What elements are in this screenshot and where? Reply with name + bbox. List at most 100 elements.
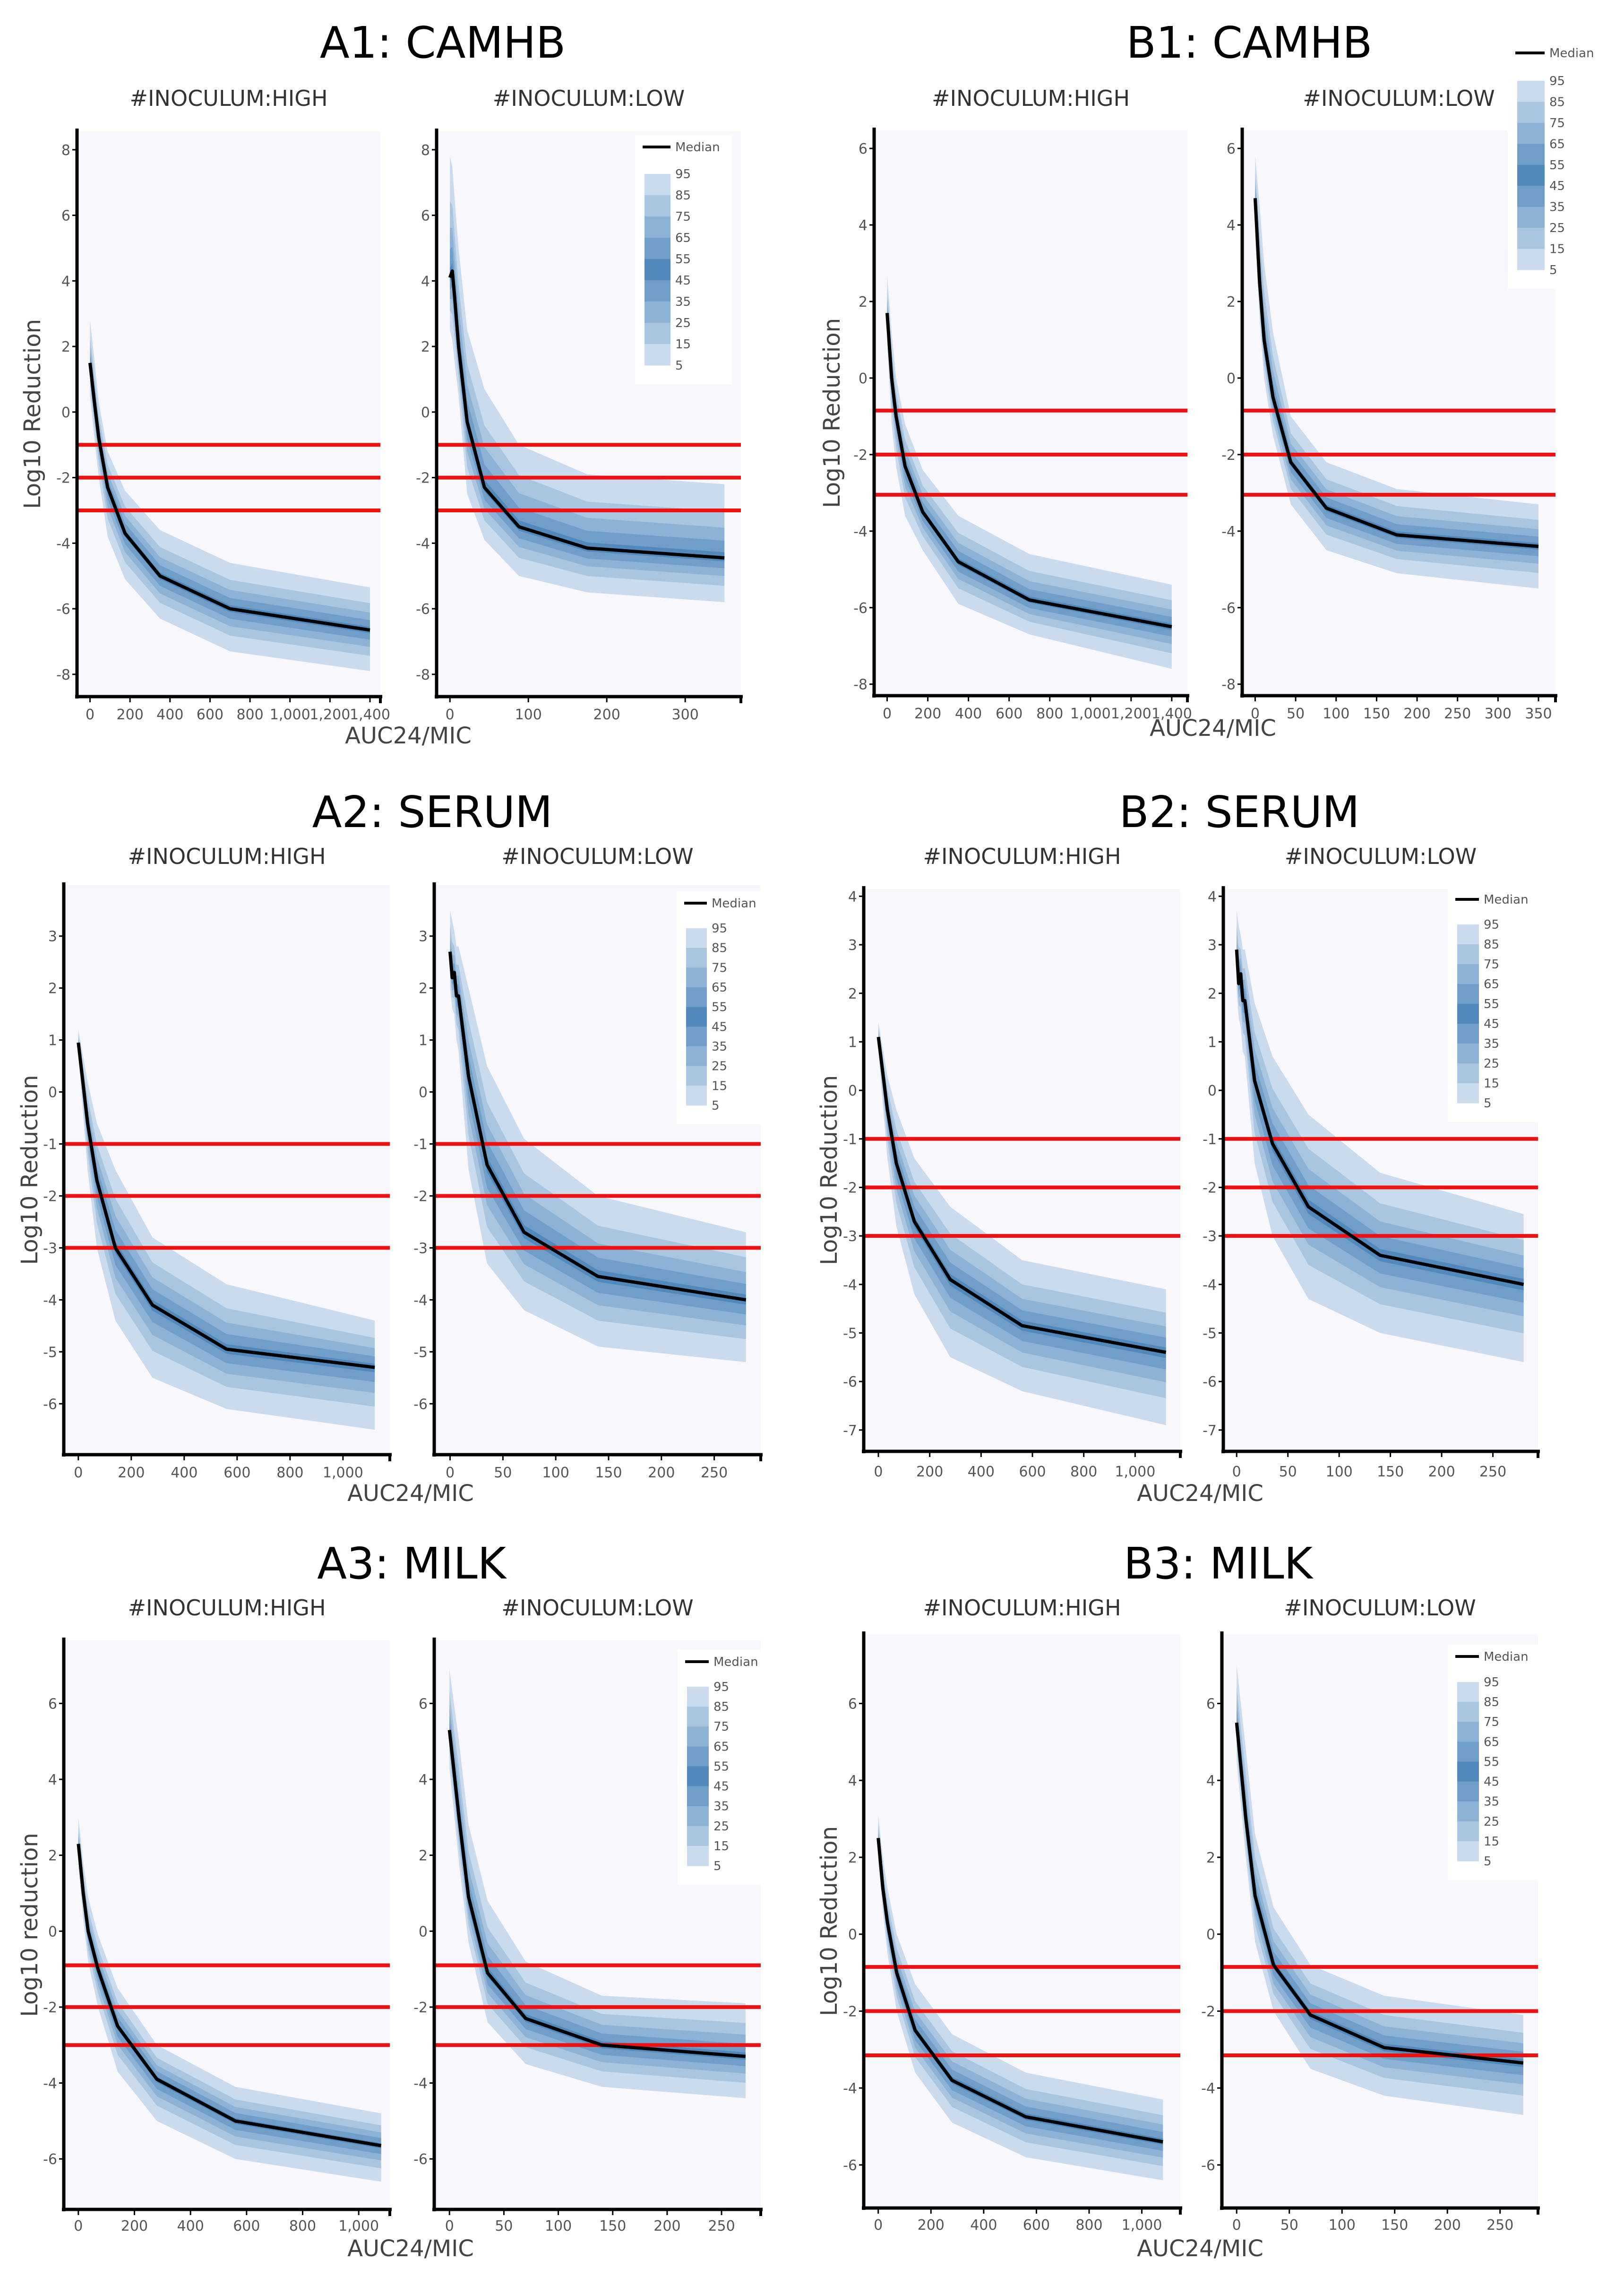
x-tick-label: 1,000	[1115, 1464, 1155, 1480]
y-tick-label: 3	[848, 937, 857, 954]
x-tick-label: 300	[1485, 706, 1512, 722]
legend-level-label: 55	[1484, 997, 1499, 1011]
y-tick-label: 4	[848, 1773, 857, 1789]
y-tick-label: -1	[413, 1137, 428, 1153]
legend-swatch	[687, 1846, 709, 1866]
legend-level-label: 15	[712, 1079, 727, 1093]
y-tick-label: -6	[843, 1374, 857, 1390]
legend-median-label: Median	[1484, 893, 1529, 907]
plot-background	[1242, 130, 1555, 696]
y-tick-label: 0	[61, 405, 70, 421]
x-tick-label: 1,000	[323, 1465, 363, 1481]
y-tick-label: 0	[48, 1085, 57, 1101]
y-tick-label: -1	[1203, 1131, 1217, 1148]
band-25-75	[449, 1705, 746, 2074]
y-tick-label: 2	[1227, 294, 1236, 310]
legend-level-label: 75	[712, 961, 727, 975]
band-35-65	[78, 1039, 375, 1382]
panel-subtitle: #INOCULUM:LOW	[501, 844, 693, 869]
x-tick-label: 300	[672, 707, 699, 723]
y-tick-label: 0	[848, 1083, 857, 1099]
y-tick-label: -4	[43, 1292, 57, 1309]
y-tick-label: -5	[43, 1344, 57, 1361]
legend-level-label: 45	[1549, 179, 1565, 193]
y-tick-label: -2	[1201, 2003, 1215, 2020]
y-tick-label: 4	[1227, 217, 1236, 234]
y-tick-label: 6	[1227, 141, 1236, 157]
legend-swatch	[686, 1026, 707, 1047]
y-tick-label: 2	[419, 1848, 428, 1864]
legend-level-label: 35	[1484, 1795, 1499, 1809]
x-tick-label: 1,000	[270, 707, 310, 723]
legend-swatch	[1457, 1024, 1479, 1044]
legend-swatch	[644, 238, 670, 259]
y-tick-label: -6	[1221, 600, 1236, 617]
x-tick-label: 800	[236, 707, 263, 723]
y-axis-label: Log10 Reduction	[19, 319, 46, 509]
panel-subtitle: #INOCULUM:HIGH	[128, 844, 326, 869]
median-line	[448, 269, 725, 560]
median-line	[447, 1730, 746, 2058]
y-tick-label: 4	[848, 888, 857, 905]
y-tick-label: -6	[413, 2151, 428, 2168]
legend-swatch	[1517, 228, 1545, 250]
legend-level-label: 15	[675, 337, 691, 352]
y-tick-label: -4	[843, 2080, 857, 2097]
y-tick-label: -5	[413, 1344, 428, 1361]
band-35-65	[887, 304, 1172, 637]
x-tick-label: 200	[1428, 1464, 1455, 1480]
legend-swatch	[1457, 984, 1479, 1004]
x-tick-label: 100	[542, 1465, 569, 1481]
x-tick-label: 0	[1251, 706, 1260, 722]
y-tick-label: -2	[416, 470, 430, 487]
y-tick-label: 0	[419, 1923, 428, 1940]
legend: Median 95 85 75 65 55 45 35 25 15 5	[678, 1650, 770, 1885]
legend-median-label: Median	[713, 1655, 758, 1669]
y-tick-label: -4	[1221, 524, 1236, 540]
legend: Median 95 85 75 65 55 45 35 25 15 5	[635, 135, 732, 384]
y-tick-label: -1	[843, 1131, 857, 1148]
legend-swatch	[1457, 1682, 1479, 1702]
x-tick-label: 250	[1487, 2217, 1513, 2234]
y-tick-label: 2	[61, 339, 70, 355]
legend-level-label: 35	[712, 1040, 727, 1054]
x-tick-label: 400	[970, 2217, 997, 2234]
x-tick-label: 0	[874, 1464, 883, 1480]
x-tick-label: 600	[223, 1465, 250, 1481]
y-tick-label: 4	[419, 1772, 428, 1788]
legend-level-label: 45	[712, 1020, 727, 1034]
y-tick-label: 2	[419, 981, 428, 997]
y-tick-label: 6	[859, 141, 868, 157]
y-tick-label: -4	[43, 2076, 57, 2092]
legend-level-label: 25	[1484, 1815, 1499, 1829]
legend-level-label: 55	[713, 1760, 729, 1774]
legend-swatch	[686, 967, 707, 988]
median-line	[88, 362, 370, 632]
x-tick-label: 1,000	[338, 2218, 379, 2234]
y-tick-label: 0	[859, 371, 868, 387]
x-tick-label: 0	[883, 706, 892, 722]
legend-swatch	[644, 323, 670, 345]
y-tick-label: -8	[1221, 677, 1236, 693]
y-tick-label: -1	[43, 1137, 57, 1153]
legend-level-label: 5	[675, 359, 683, 373]
y-tick-label: -4	[56, 535, 70, 552]
x-axis-label: AUC24/MIC	[1137, 2235, 1263, 2262]
y-tick-label: 2	[1208, 986, 1217, 1002]
x-tick-label: 250	[701, 1465, 728, 1481]
legend-level-label: 45	[713, 1780, 729, 1794]
y-tick-label: 0	[419, 1085, 428, 1101]
band-35-65	[878, 1832, 1163, 2151]
panel-high-inoculum: #INOCULUM:HIGH -8 -6 -4 -2 0 2 4 6 8 0 200 400 600 800…	[19, 86, 390, 723]
y-tick-label: 2	[859, 294, 868, 310]
y-tick-label: -4	[413, 1292, 428, 1309]
x-axis-label: AUC24/MIC	[1137, 1480, 1263, 1507]
y-tick-label: -2	[43, 2000, 57, 2016]
legend: Median 95 85 75 65 55 45 35 25 15 5	[677, 891, 768, 1124]
median-line	[885, 313, 1172, 629]
x-tick-label: 0	[874, 2217, 883, 2234]
legend-swatch	[1517, 102, 1545, 123]
y-tick-label: -6	[1203, 1374, 1217, 1390]
y-tick-label: -3	[43, 1240, 57, 1257]
